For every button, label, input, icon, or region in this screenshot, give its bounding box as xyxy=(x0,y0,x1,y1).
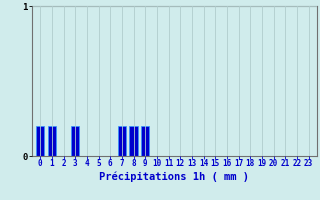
Bar xyxy=(71,126,79,156)
X-axis label: Précipitations 1h ( mm ): Précipitations 1h ( mm ) xyxy=(100,171,249,182)
Bar xyxy=(48,126,56,156)
Bar xyxy=(141,126,149,156)
Bar xyxy=(36,126,44,156)
Bar xyxy=(118,126,126,156)
Bar xyxy=(130,126,138,156)
